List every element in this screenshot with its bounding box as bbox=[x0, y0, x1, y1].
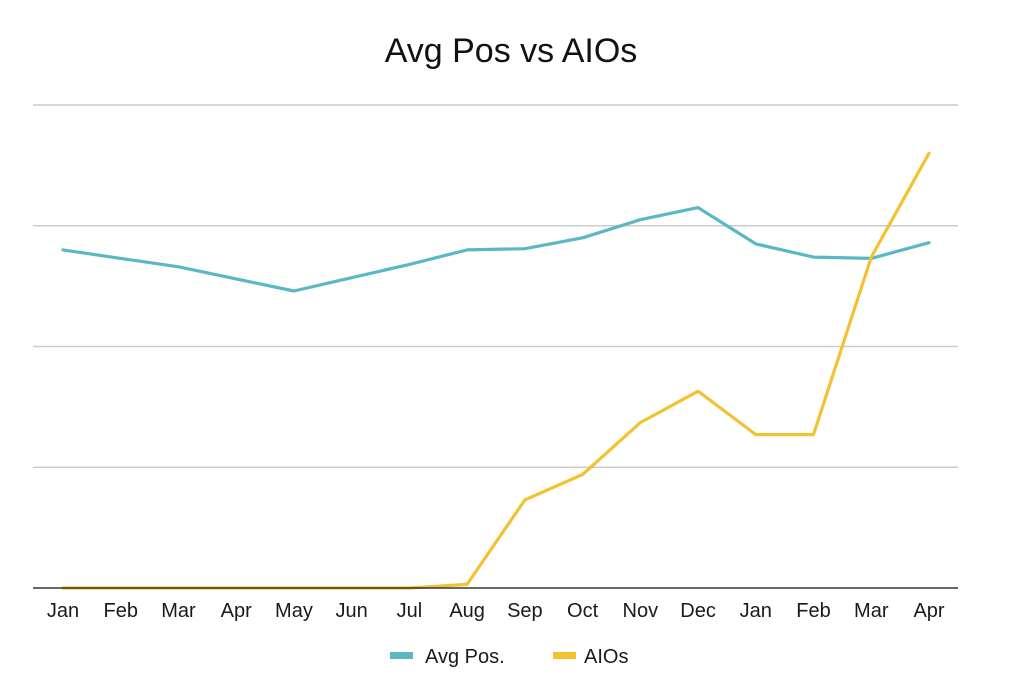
x-tick-label: Jan bbox=[47, 600, 79, 622]
x-tick-label: Apr bbox=[221, 600, 252, 622]
x-tick-label: Jul bbox=[397, 600, 423, 622]
x-tick-label: Feb bbox=[103, 600, 137, 622]
x-tick-label: Sep bbox=[507, 600, 543, 622]
x-tick-label: Aug bbox=[449, 600, 485, 622]
x-tick-label: Mar bbox=[854, 600, 889, 622]
series-line-avg-pos bbox=[61, 206, 931, 293]
x-tick-label: Dec bbox=[680, 600, 716, 622]
x-tick-label: Jun bbox=[336, 600, 368, 622]
x-tick-label: May bbox=[275, 600, 313, 622]
x-tick-label: Nov bbox=[623, 600, 659, 622]
legend-swatch-aios bbox=[553, 652, 576, 659]
series-line-aios bbox=[61, 151, 931, 590]
x-tick-label: Jan bbox=[740, 600, 772, 622]
x-tick-label: Feb bbox=[796, 600, 830, 622]
legend-label-aios: AIOs bbox=[584, 646, 628, 668]
gridlines bbox=[33, 104, 958, 468]
x-tick-label: Mar bbox=[161, 600, 196, 622]
legend: Avg Pos. AIOs bbox=[390, 646, 628, 668]
legend-label-avg-pos: Avg Pos. bbox=[425, 646, 505, 668]
legend-swatch-avg-pos bbox=[390, 652, 413, 659]
x-tick-label: Oct bbox=[567, 600, 599, 622]
plot-area bbox=[61, 151, 931, 590]
x-tick-label: Apr bbox=[913, 600, 944, 622]
x-axis: Jan Feb Mar Apr May Jun Jul Aug Sep Oct Nov Dec Jan F… bbox=[33, 587, 958, 622]
chart-title: Avg Pos vs AIOs bbox=[385, 32, 638, 70]
